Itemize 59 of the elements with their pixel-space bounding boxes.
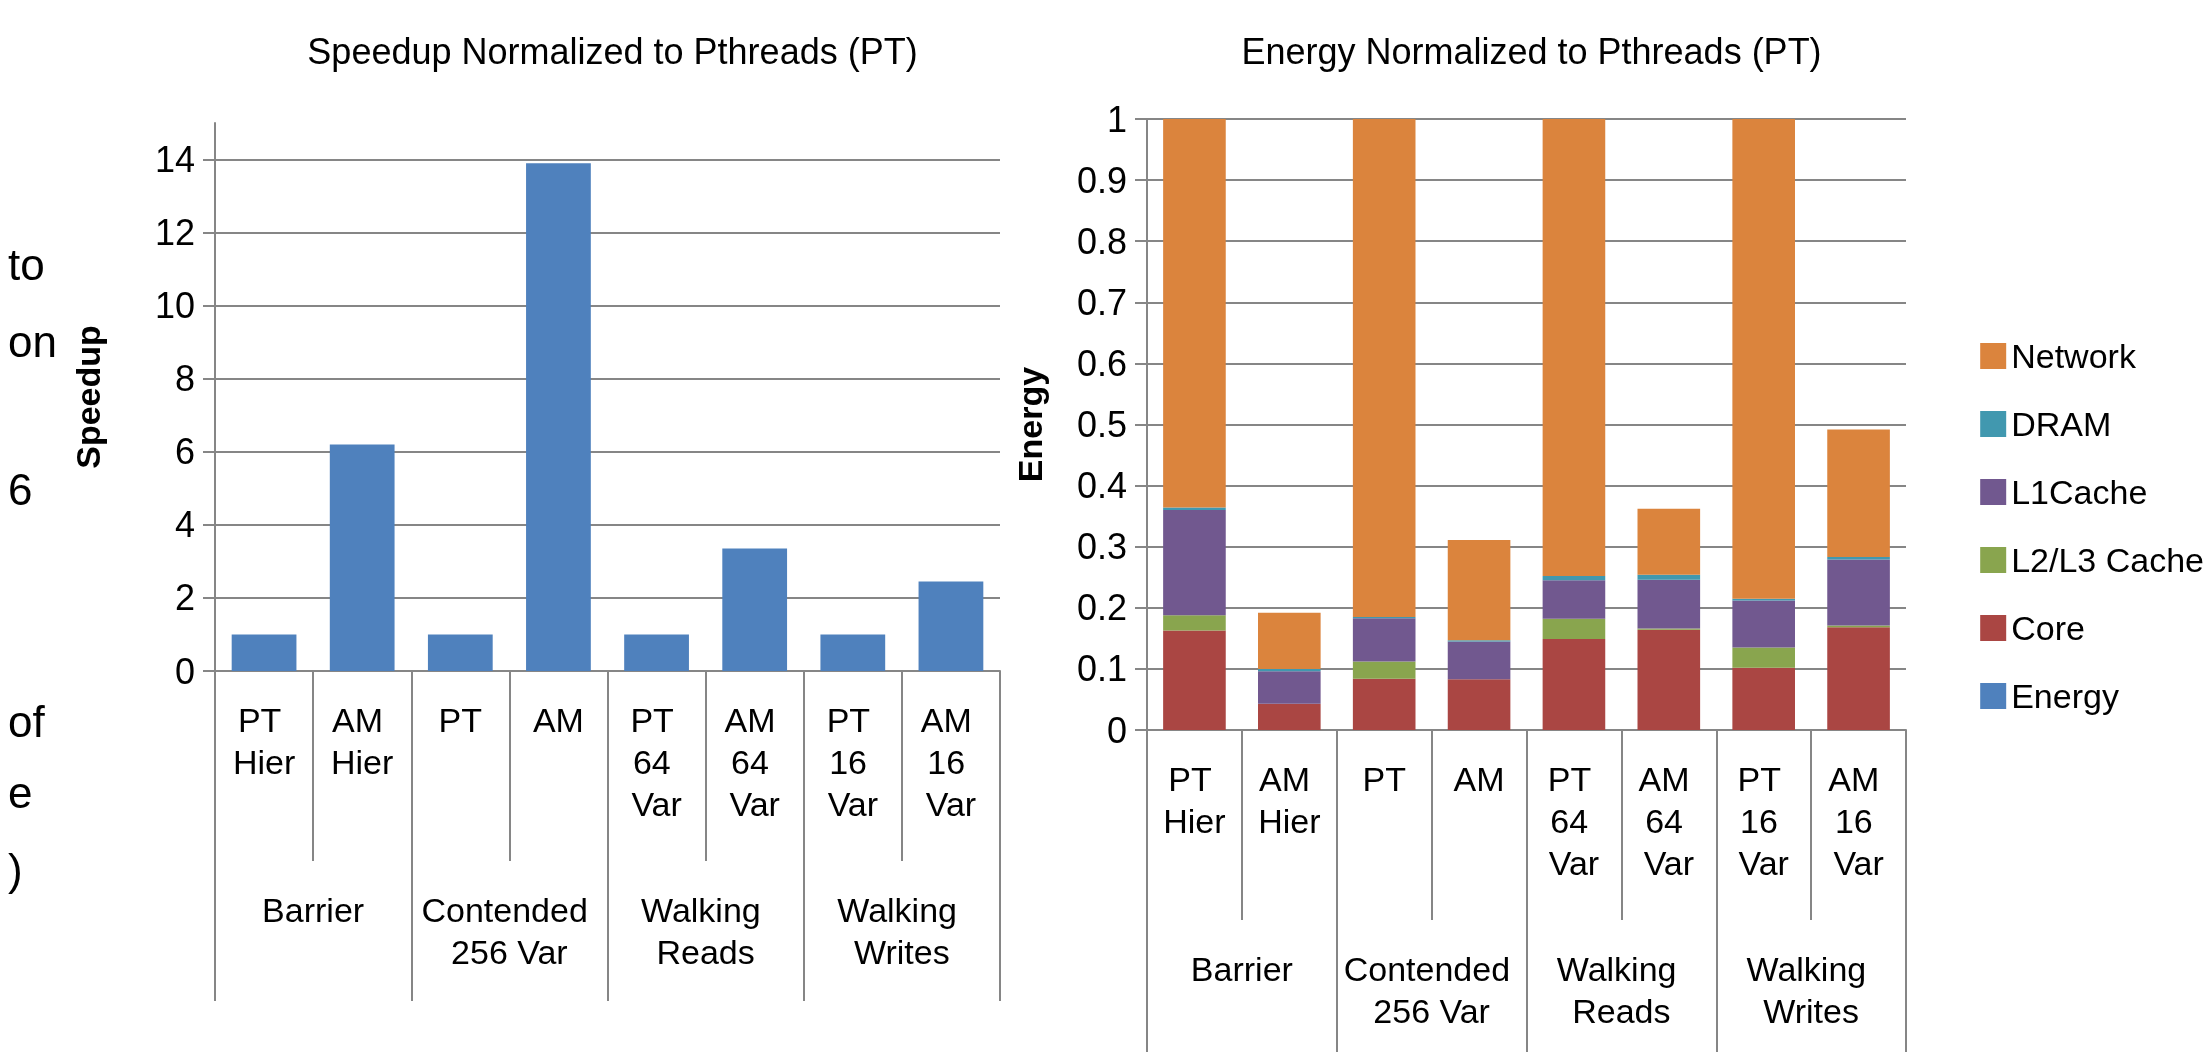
- y-tick-label: 1: [1106, 98, 1127, 140]
- y-tick-label: 0.8: [1076, 220, 1127, 262]
- y-tick-label: 0.6: [1076, 342, 1127, 384]
- legend-label: Core: [2011, 609, 2085, 647]
- y-tick-label: 0: [1106, 709, 1127, 751]
- text: Barrier: [1190, 950, 1293, 988]
- x-tick-label: AM 16 Var: [1828, 760, 1889, 882]
- text: 6: [8, 465, 33, 515]
- y-tick-label: 0.2: [1076, 587, 1127, 629]
- x-tick-label: PT Hier: [1163, 760, 1226, 840]
- y-tick-label: 0.5: [1076, 404, 1127, 445]
- legend-label: DRAM: [2011, 405, 2112, 443]
- y-tick-label: 4: [174, 504, 195, 546]
- y-tick-label: 0.9: [1076, 159, 1127, 201]
- text: Walking Reads: [641, 891, 771, 971]
- text: to: [8, 240, 45, 290]
- y-tick-label: 0.7: [1076, 281, 1127, 323]
- text: Walking Reads: [1556, 950, 1686, 1030]
- y-tick-label: 0.1: [1076, 648, 1127, 690]
- x-tick-label: AM Hier: [1258, 760, 1321, 840]
- chart-title: Speedup Normalized to Pthreads (PT): [307, 30, 918, 72]
- y-tick-label: 0: [174, 650, 195, 692]
- legend-label: Energy: [2011, 677, 2119, 715]
- chart-title: Energy Normalized to Pthreads (PT): [1241, 30, 1822, 72]
- y-tick-label: 0.4: [1076, 465, 1127, 507]
- y-tick-label: 0.3: [1076, 526, 1127, 568]
- x-tick-label: AM: [532, 701, 584, 739]
- y-tick-label: 12: [154, 212, 195, 254]
- legend-label: L2/L3 Cache: [2011, 541, 2204, 579]
- x-tick-label: PT: [1362, 760, 1406, 798]
- x-tick-label: AM 64 Var: [724, 701, 785, 823]
- text: Contended 256 Var: [1343, 950, 1520, 1030]
- y-axis-title: Speedup: [69, 325, 107, 469]
- text: e: [8, 768, 33, 818]
- y-tick-label: 2: [174, 577, 195, 619]
- x-tick-label: PT 16 Var: [1737, 760, 1790, 882]
- text: on: [8, 317, 57, 367]
- x-tick-label: PT 64 Var: [630, 701, 683, 823]
- y-tick-label: 14: [154, 139, 195, 181]
- text: ): [8, 845, 23, 895]
- text: Walking Writes: [837, 891, 967, 971]
- legend-label: L1Cache: [2011, 473, 2148, 511]
- x-tick-label: PT: [438, 701, 483, 739]
- text: Contended 256 Var: [421, 891, 598, 971]
- legend-label: Network: [2011, 337, 2137, 375]
- x-tick-label: PT Hier: [232, 701, 296, 781]
- x-tick-label: AM 16 Var: [920, 701, 982, 823]
- text: Walking Writes: [1746, 950, 1876, 1030]
- x-tick-label: PT 64 Var: [1547, 760, 1601, 882]
- y-tick-label: 10: [154, 285, 195, 327]
- x-tick-label: AM 64 Var: [1638, 760, 1700, 882]
- y-axis-title: Energy: [1011, 366, 1049, 483]
- x-tick-label: AM: [1453, 760, 1505, 798]
- y-tick-label: 8: [174, 358, 195, 400]
- x-tick-label: AM Hier: [331, 701, 394, 781]
- text: Barrier: [262, 891, 365, 929]
- x-tick-label: PT 16 Var: [826, 701, 879, 823]
- y-tick-label: 6: [174, 431, 195, 473]
- text: of: [8, 697, 45, 747]
